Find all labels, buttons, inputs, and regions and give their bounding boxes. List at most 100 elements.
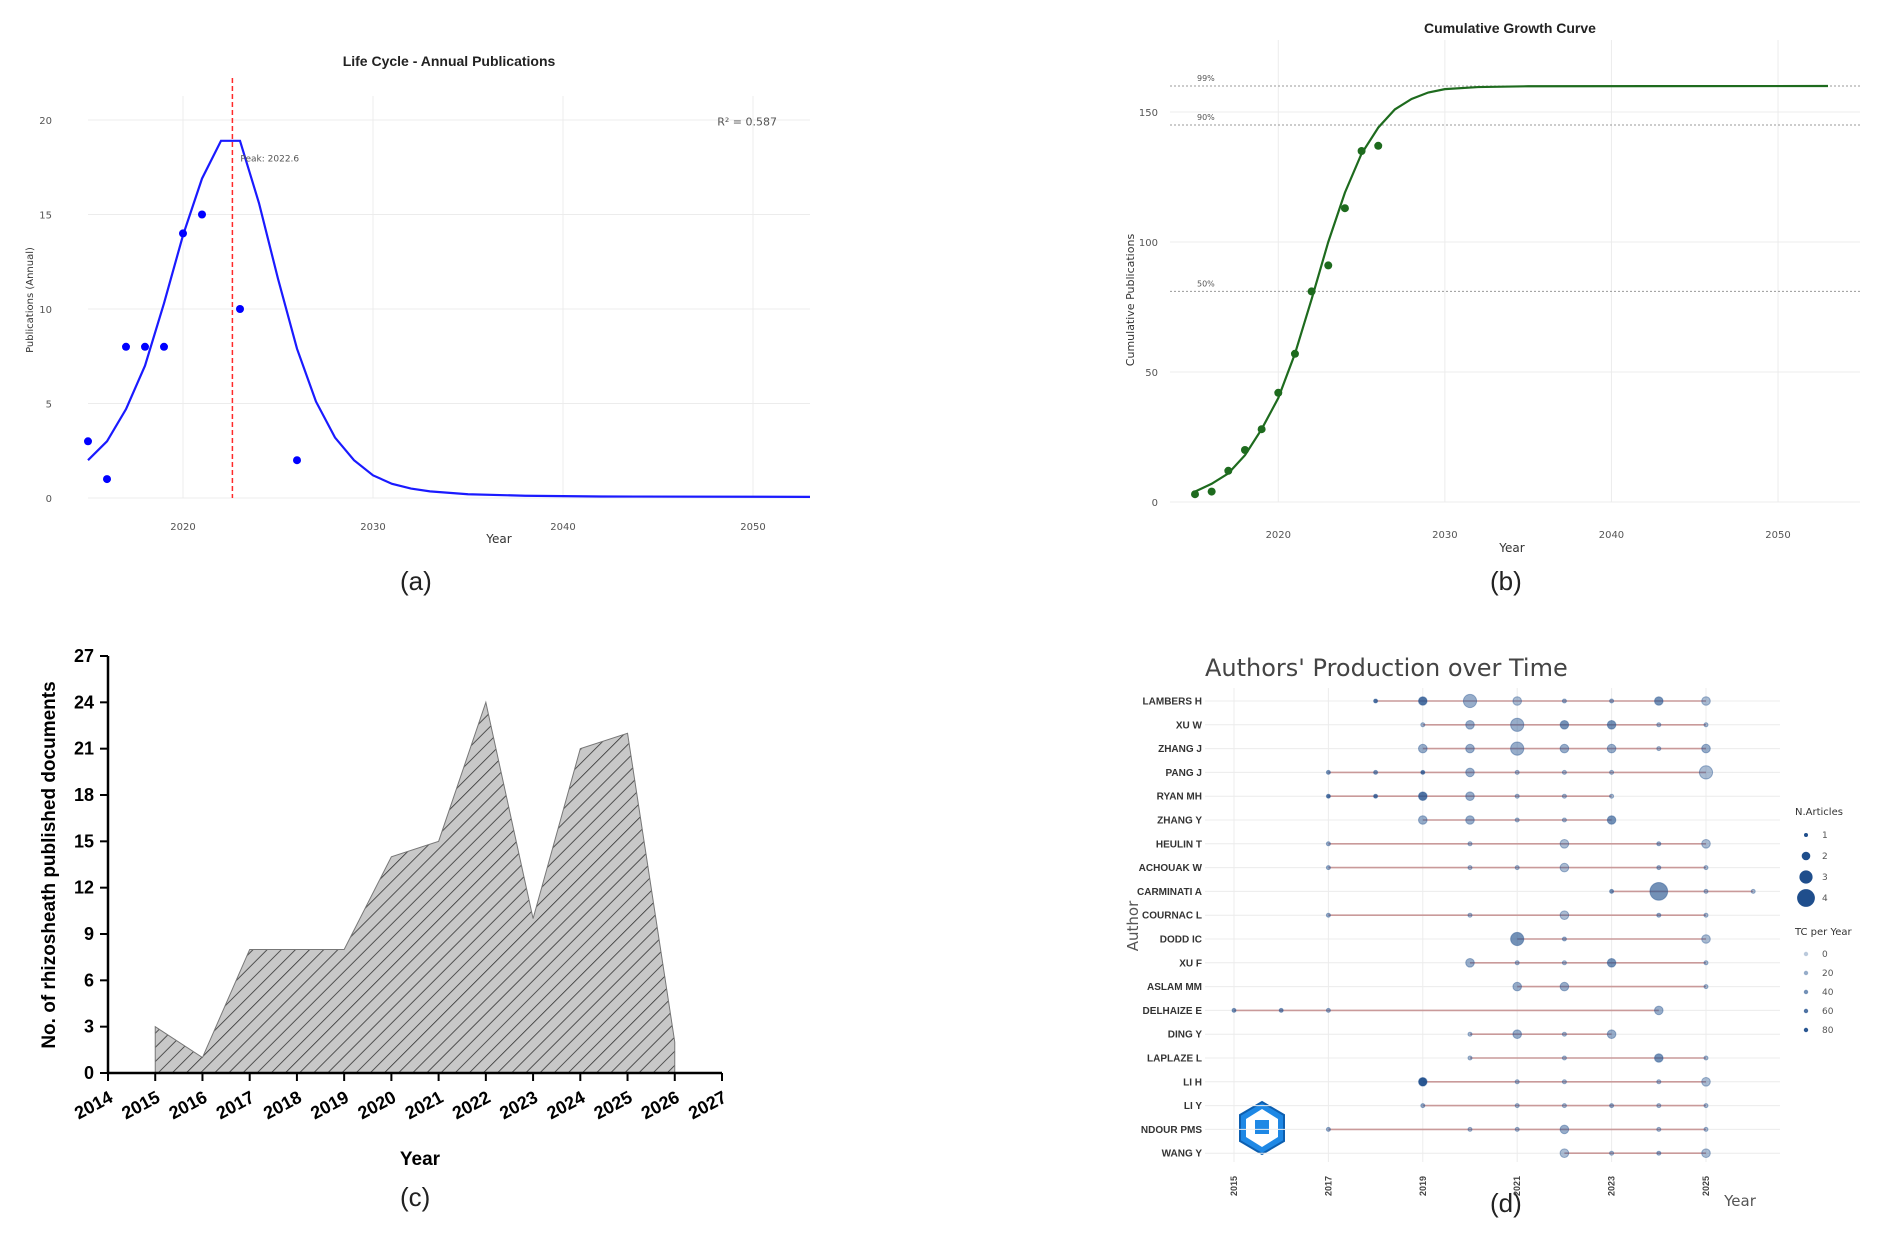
author-bubble bbox=[1561, 1031, 1567, 1037]
data-point bbox=[1324, 261, 1333, 270]
panel-a-life-cycle-chart: Life Cycle - Annual Publications 2020 2030… bbox=[25, 53, 811, 546]
author-bubble bbox=[1656, 746, 1662, 752]
legend-articles-swatch bbox=[1801, 851, 1811, 861]
author-bubble bbox=[1606, 958, 1617, 968]
author-label: ZHANG Y bbox=[1157, 816, 1202, 827]
data-point bbox=[1224, 466, 1233, 475]
r2-annotation: R² = 0.587 bbox=[717, 116, 777, 129]
data-point bbox=[1307, 287, 1316, 296]
data-point bbox=[1207, 487, 1216, 496]
author-bubble bbox=[1465, 815, 1475, 825]
author-bubble bbox=[1703, 1126, 1709, 1132]
caption-c: (c) bbox=[400, 1182, 431, 1212]
author-bubble bbox=[1373, 793, 1379, 799]
chart-title: Cumulative Growth Curve bbox=[1424, 20, 1596, 36]
author-bubble bbox=[1750, 888, 1756, 894]
data-point bbox=[1357, 147, 1366, 155]
x-tick-label: 2017 bbox=[1323, 1176, 1333, 1196]
x-tick-label: 2030 bbox=[1432, 530, 1457, 541]
author-bubble bbox=[1703, 912, 1709, 918]
data-point bbox=[1290, 349, 1299, 358]
y-tick-label: 21 bbox=[74, 739, 94, 759]
author-bubble bbox=[1609, 1103, 1615, 1109]
data-point bbox=[122, 342, 130, 351]
legend-articles-label: 1 bbox=[1822, 831, 1828, 841]
x-tick-label: 2021 bbox=[1512, 1176, 1522, 1196]
author-bubble bbox=[1325, 1126, 1331, 1132]
author-bubble bbox=[1418, 815, 1428, 825]
author-bubble bbox=[1656, 841, 1662, 847]
x-tick-label: 2020 bbox=[355, 1087, 400, 1123]
author-bubble bbox=[1465, 720, 1475, 730]
author-bubble bbox=[1559, 862, 1570, 873]
area-series bbox=[154, 700, 676, 1074]
author-bubble bbox=[1465, 958, 1475, 968]
data-point bbox=[1257, 425, 1266, 434]
author-bubble bbox=[1703, 888, 1709, 894]
author-bubble bbox=[1654, 696, 1664, 706]
author-bubble bbox=[1561, 1055, 1567, 1061]
author-label: RYAN MH bbox=[1157, 792, 1202, 803]
author-label: DODD IC bbox=[1160, 935, 1202, 946]
x-axis-label: Year bbox=[1723, 1192, 1757, 1210]
x-tick-label: 2040 bbox=[550, 522, 575, 533]
author-bubble bbox=[1467, 1126, 1473, 1132]
x-axis-label: Year bbox=[485, 532, 511, 546]
author-bubble bbox=[1420, 722, 1426, 728]
author-bubble bbox=[1561, 960, 1567, 966]
y-tick-label: 12 bbox=[74, 878, 94, 898]
panel-b-cumulative-growth-chart: Cumulative Growth Curve 2020 2030 2040 2050 0… bbox=[1124, 20, 1860, 555]
author-bubble bbox=[1418, 743, 1428, 754]
author-bubble bbox=[1609, 793, 1615, 799]
y-tick-label: 50 bbox=[1145, 368, 1158, 379]
y-tick-label: 0 bbox=[1152, 498, 1158, 509]
legend-articles-swatch bbox=[1797, 889, 1815, 907]
legend-tc-swatch bbox=[1803, 970, 1809, 976]
author-label: LAPLAZE L bbox=[1147, 1054, 1202, 1065]
author-label: LI H bbox=[1183, 1077, 1202, 1088]
author-bubble bbox=[1465, 767, 1475, 778]
y-tick-label: 20 bbox=[39, 116, 52, 127]
y-tick-label: 10 bbox=[39, 305, 52, 316]
x-tick-label: 2025 bbox=[1701, 1176, 1711, 1196]
x-tick-label: 2015 bbox=[118, 1087, 163, 1123]
legend-tc-label: 20 bbox=[1822, 969, 1834, 979]
author-bubble bbox=[1561, 793, 1567, 799]
author-label: DING Y bbox=[1168, 1030, 1203, 1041]
y-tick-label: 24 bbox=[74, 692, 94, 712]
author-bubble bbox=[1467, 841, 1473, 847]
peak-label: Peak: 2022.6 bbox=[240, 155, 299, 165]
author-bubble bbox=[1559, 910, 1570, 921]
data-point bbox=[160, 342, 168, 351]
author-bubble bbox=[1559, 720, 1570, 730]
author-bubble bbox=[1514, 769, 1520, 775]
author-bubble bbox=[1559, 1148, 1570, 1158]
author-bubble bbox=[1701, 696, 1711, 706]
author-bubble bbox=[1656, 1150, 1662, 1156]
y-tick-label: 6 bbox=[84, 970, 94, 990]
x-tick-label: 2016 bbox=[166, 1087, 211, 1123]
author-bubble bbox=[1373, 698, 1379, 704]
author-bubble bbox=[1559, 981, 1570, 992]
x-tick-label: 2020 bbox=[170, 522, 195, 533]
author-label: HEULIN T bbox=[1156, 839, 1202, 850]
author-bubble bbox=[1467, 1055, 1473, 1061]
author-bubble bbox=[1701, 934, 1711, 944]
author-bubble bbox=[1514, 1103, 1520, 1109]
data-point bbox=[84, 437, 92, 446]
author-label: ZHANG J bbox=[1158, 744, 1202, 755]
author-bubble bbox=[1559, 1124, 1570, 1135]
author-bubble bbox=[1656, 1126, 1662, 1132]
x-tick-label: 2024 bbox=[543, 1087, 588, 1123]
author-bubble bbox=[1656, 1103, 1662, 1109]
reference-line-label: 90% bbox=[1197, 113, 1215, 122]
x-tick-label: 2050 bbox=[1765, 530, 1790, 541]
data-point bbox=[141, 342, 149, 351]
author-label: DELHAIZE E bbox=[1143, 1006, 1203, 1017]
legend-articles-label: 2 bbox=[1822, 852, 1828, 862]
author-bubble bbox=[1561, 1079, 1567, 1085]
legend-tc-swatch bbox=[1803, 951, 1809, 957]
y-tick-label: 9 bbox=[84, 924, 94, 944]
author-bubble bbox=[1512, 981, 1522, 992]
author-bubble bbox=[1654, 1005, 1664, 1016]
